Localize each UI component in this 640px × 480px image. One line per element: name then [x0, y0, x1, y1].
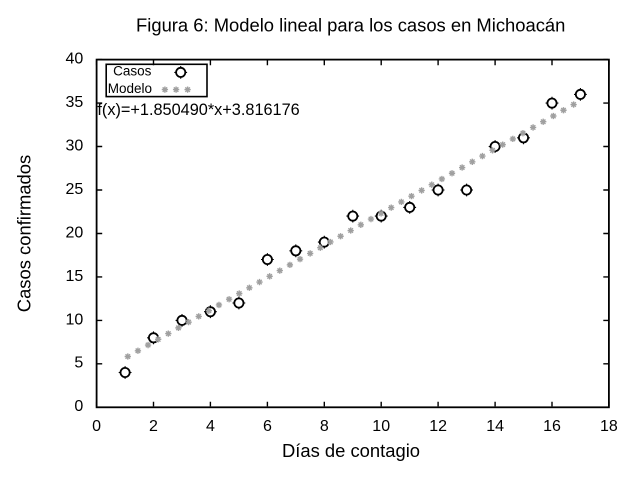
svg-text:8: 8	[320, 418, 329, 435]
svg-text:18: 18	[600, 418, 618, 435]
svg-text:2: 2	[149, 418, 158, 435]
svg-text:40: 40	[66, 51, 84, 68]
svg-text:5: 5	[74, 355, 83, 372]
svg-text:16: 16	[543, 418, 561, 435]
svg-text:Figura 6: Modelo lineal para l: Figura 6: Modelo lineal para los casos e…	[136, 14, 565, 35]
svg-text:4: 4	[206, 418, 215, 435]
svg-text:f(x)=+1.850490*x+3.816176: f(x)=+1.850490*x+3.816176	[97, 101, 299, 119]
svg-text:25: 25	[66, 181, 84, 198]
svg-text:35: 35	[66, 94, 84, 111]
svg-text:Casos confirmados: Casos confirmados	[14, 155, 35, 312]
svg-text:30: 30	[66, 137, 84, 154]
svg-text:10: 10	[66, 311, 84, 328]
svg-text:Casos: Casos	[113, 64, 152, 79]
svg-text:6: 6	[263, 418, 272, 435]
svg-text:10: 10	[372, 418, 390, 435]
svg-text:Modelo: Modelo	[108, 81, 152, 96]
svg-text:0: 0	[74, 398, 83, 415]
svg-text:20: 20	[66, 224, 84, 241]
svg-text:15: 15	[66, 268, 84, 285]
svg-text:12: 12	[429, 418, 447, 435]
svg-text:0: 0	[92, 418, 101, 435]
svg-text:14: 14	[486, 418, 504, 435]
svg-text:Días de contagio: Días de contagio	[282, 440, 420, 461]
